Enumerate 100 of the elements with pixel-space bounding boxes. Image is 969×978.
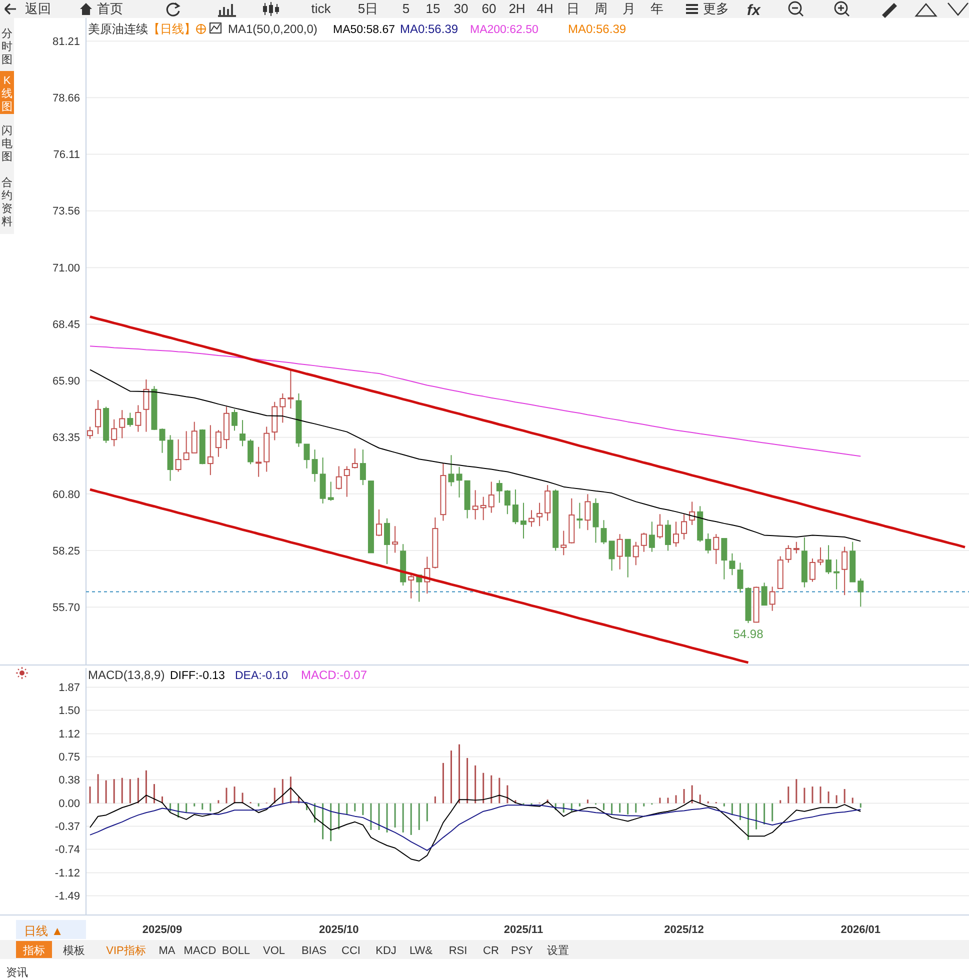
text: DEA:-0.10 (235, 670, 288, 682)
text: KDJ (376, 945, 396, 957)
candlestick (448, 454, 454, 487)
candlestick (705, 532, 712, 554)
text: 4H (536, 1, 554, 16)
annotation: MA1(50,0,200,0) (228, 22, 318, 36)
candlestick (528, 510, 535, 528)
candlestick (584, 494, 591, 531)
text: RSI (448, 945, 468, 957)
line-series (90, 369, 862, 542)
text: 资讯 (6, 967, 28, 978)
text: 30 (454, 1, 468, 16)
candlestick (392, 526, 398, 554)
function-icon: fx (747, 2, 760, 19)
candlestick (648, 521, 655, 552)
text: 年 (650, 1, 664, 16)
chart-title: MACD(13,8,9) (88, 668, 165, 682)
y-tick-label: 1.87 (58, 682, 80, 694)
text: 60 (482, 1, 496, 16)
candlestick (504, 490, 510, 515)
y-tick-label: 73.56 (52, 206, 80, 218)
candlestick (408, 572, 414, 599)
text: 首页 (97, 1, 123, 16)
candlestick (135, 404, 142, 432)
candlestick (240, 420, 246, 447)
chart-subtitle: 【日线】 (148, 22, 196, 36)
text: 2H (508, 1, 526, 16)
text: DIFF:-0.13 (170, 670, 225, 682)
candlestick (664, 520, 671, 552)
candlestick (713, 534, 720, 565)
text: BOLL (222, 945, 250, 957)
annotation: 54.98 (733, 627, 764, 642)
y-tick-label: 0.00 (58, 798, 80, 810)
candlestick (729, 552, 736, 576)
candlestick (87, 426, 94, 440)
text: MA50:58.67 (333, 24, 396, 36)
candlestick (544, 484, 551, 522)
text: 日线 ▲ (24, 924, 64, 938)
line-series (88, 315, 966, 548)
candlestick (536, 502, 543, 527)
candlestick (600, 520, 607, 545)
text: PSY (510, 945, 534, 957)
candlestick (656, 514, 663, 540)
candlestick (737, 562, 744, 594)
text: 15 (426, 1, 440, 16)
annotation: MA0:56.39 (568, 22, 626, 36)
line-series (90, 787, 862, 862)
candlestick (624, 538, 631, 578)
y-tick-label: 65.90 (52, 376, 80, 388)
candlestick (183, 430, 190, 461)
text: 分时图 (2, 28, 12, 66)
chart-title: 美原油连续 (88, 22, 148, 36)
x-tick-label: 2026/01 (840, 924, 881, 936)
candlestick (826, 544, 832, 575)
candlestick (312, 449, 318, 482)
y-tick-label: 60.80 (52, 488, 80, 501)
candlestick (681, 514, 688, 540)
candlestick (640, 532, 647, 552)
text: 模板 (63, 945, 85, 957)
candlestick (616, 534, 623, 570)
text: LW& (409, 945, 434, 957)
candlestick (344, 466, 350, 498)
candlestick (673, 521, 680, 548)
candlestick (328, 481, 334, 502)
candlestick (809, 558, 816, 582)
y-tick-label: 68.45 (52, 319, 80, 332)
candlestick (248, 438, 254, 465)
y-tick-label: 1.12 (58, 728, 80, 741)
y-tick-label: 76.11 (53, 149, 80, 162)
candlestick (842, 546, 848, 596)
candlestick (304, 444, 310, 469)
line-series (90, 346, 862, 457)
candlestick (191, 421, 198, 454)
candlestick (215, 430, 222, 458)
candlestick (834, 558, 840, 590)
x-tick-label: 2025/10 (318, 924, 359, 936)
candlestick (143, 378, 150, 432)
candlestick (785, 544, 792, 564)
candlestick (721, 538, 728, 580)
y-tick-label: 0.75 (58, 752, 80, 764)
y-tick-label: 81.21 (52, 36, 80, 48)
candlestick (111, 418, 118, 447)
candlestick (488, 481, 494, 514)
candlestick (207, 424, 214, 476)
candlestick (793, 541, 800, 554)
candlestick (280, 392, 286, 424)
y-tick-label: 71.00 (52, 262, 80, 274)
candlestick (480, 496, 486, 521)
text: K线图 (2, 75, 12, 113)
y-tick-label: 58.25 (52, 545, 80, 558)
text: 5 (402, 1, 410, 16)
x-tick-label: 2025/11 (504, 924, 544, 936)
y-tick-label: -1.12 (54, 868, 80, 880)
candlestick (119, 410, 126, 439)
candlestick (456, 466, 462, 498)
text: 5日 (358, 1, 378, 16)
candlestick (175, 438, 182, 472)
candlestick (512, 488, 518, 525)
x-tick-label: 2025/09 (142, 924, 182, 936)
text: VIP指标 (106, 945, 146, 957)
